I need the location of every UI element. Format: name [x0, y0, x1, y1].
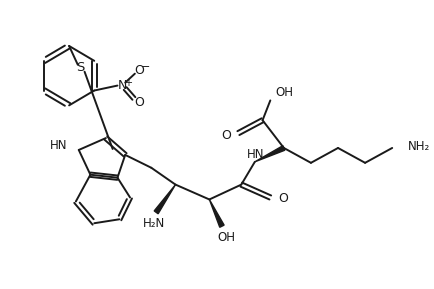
Text: NH₂: NH₂ [408, 140, 430, 153]
Text: +: + [124, 78, 132, 88]
Text: HN: HN [49, 140, 67, 153]
Text: O: O [134, 64, 144, 77]
Text: N: N [118, 79, 127, 92]
Text: OH: OH [218, 231, 236, 244]
Text: OH: OH [275, 86, 293, 99]
Text: S: S [76, 61, 85, 74]
Polygon shape [209, 199, 224, 227]
Text: −: − [141, 62, 150, 72]
Polygon shape [255, 146, 285, 162]
Text: HN: HN [247, 148, 265, 161]
Text: O: O [222, 129, 232, 142]
Text: H₂N: H₂N [143, 217, 165, 230]
Text: O: O [278, 192, 288, 205]
Text: O: O [134, 96, 144, 109]
Polygon shape [154, 185, 175, 214]
